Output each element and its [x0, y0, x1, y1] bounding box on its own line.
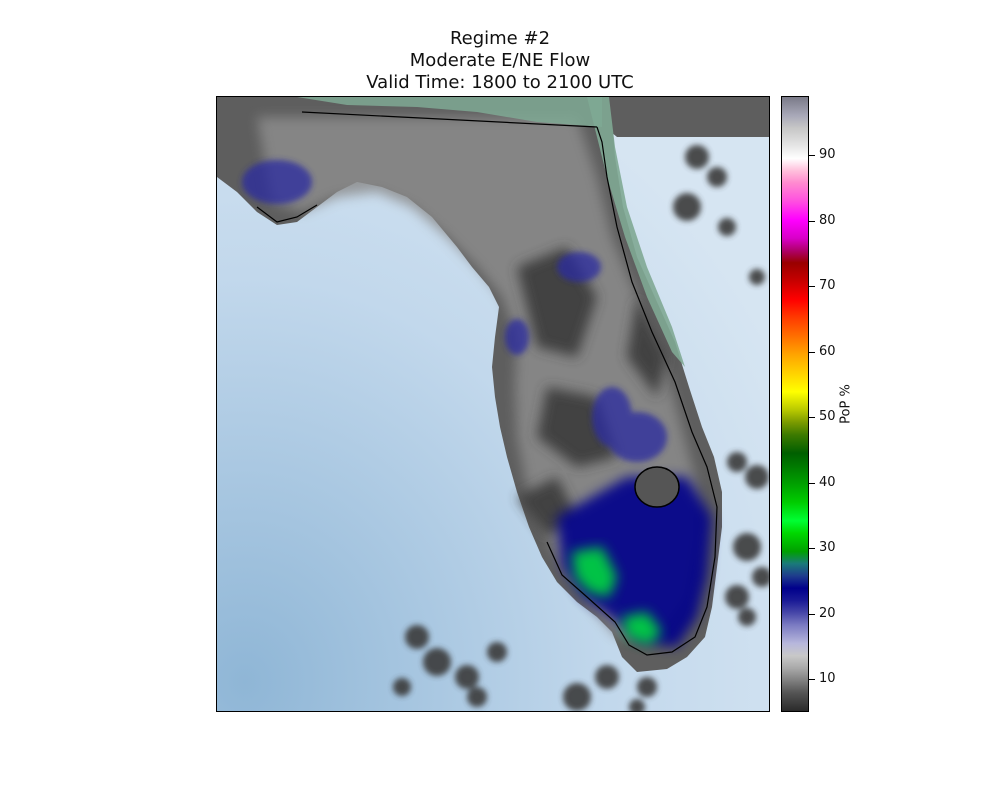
north-green-strip	[297, 97, 602, 127]
colorbar-label: PoP %	[838, 384, 854, 424]
coastline	[256, 111, 718, 656]
colorbar-tick-label: 90	[819, 146, 836, 162]
chart-title-line3: Valid Time: 1800 to 2100 UTC	[366, 72, 634, 93]
colorbar-tick-label: 40	[819, 474, 836, 490]
pop-green-area	[572, 547, 662, 645]
colorbar-tick-label: 60	[819, 343, 836, 359]
offshore-clusters	[393, 145, 769, 711]
colorbar-tick-label: 10	[819, 671, 836, 687]
colorbar-tick-label: 70	[819, 278, 836, 294]
land-dark-patches	[517, 247, 667, 537]
colorbar-tick-label: 80	[819, 212, 836, 228]
colorbar-tick-mark	[809, 351, 815, 353]
florida-pop-map	[216, 96, 770, 712]
colorbar-tick-mark	[809, 613, 815, 615]
lake-okeechobee	[634, 466, 680, 508]
colorbar-tick-label: 20	[819, 605, 836, 621]
colorbar-tick-mark	[809, 417, 815, 419]
colorbar-tick-mark	[809, 220, 815, 222]
coastal-green-band	[587, 97, 685, 367]
chart-title-line2: Moderate E/NE Flow	[409, 50, 591, 71]
colorbar-tick-mark	[809, 482, 815, 484]
pop-colorbar	[781, 96, 809, 712]
chart-title-line1: Regime #2	[449, 28, 551, 49]
pop-blue-areas	[242, 160, 667, 462]
colorbar-tick-mark	[809, 679, 815, 681]
colorbar-tick-mark	[809, 286, 815, 288]
colorbar-tick-label: 50	[819, 409, 836, 425]
colorbar-tick-label: 30	[819, 540, 836, 556]
colorbar-tick-mark	[809, 154, 815, 156]
colorbar-tick-mark	[809, 548, 815, 550]
